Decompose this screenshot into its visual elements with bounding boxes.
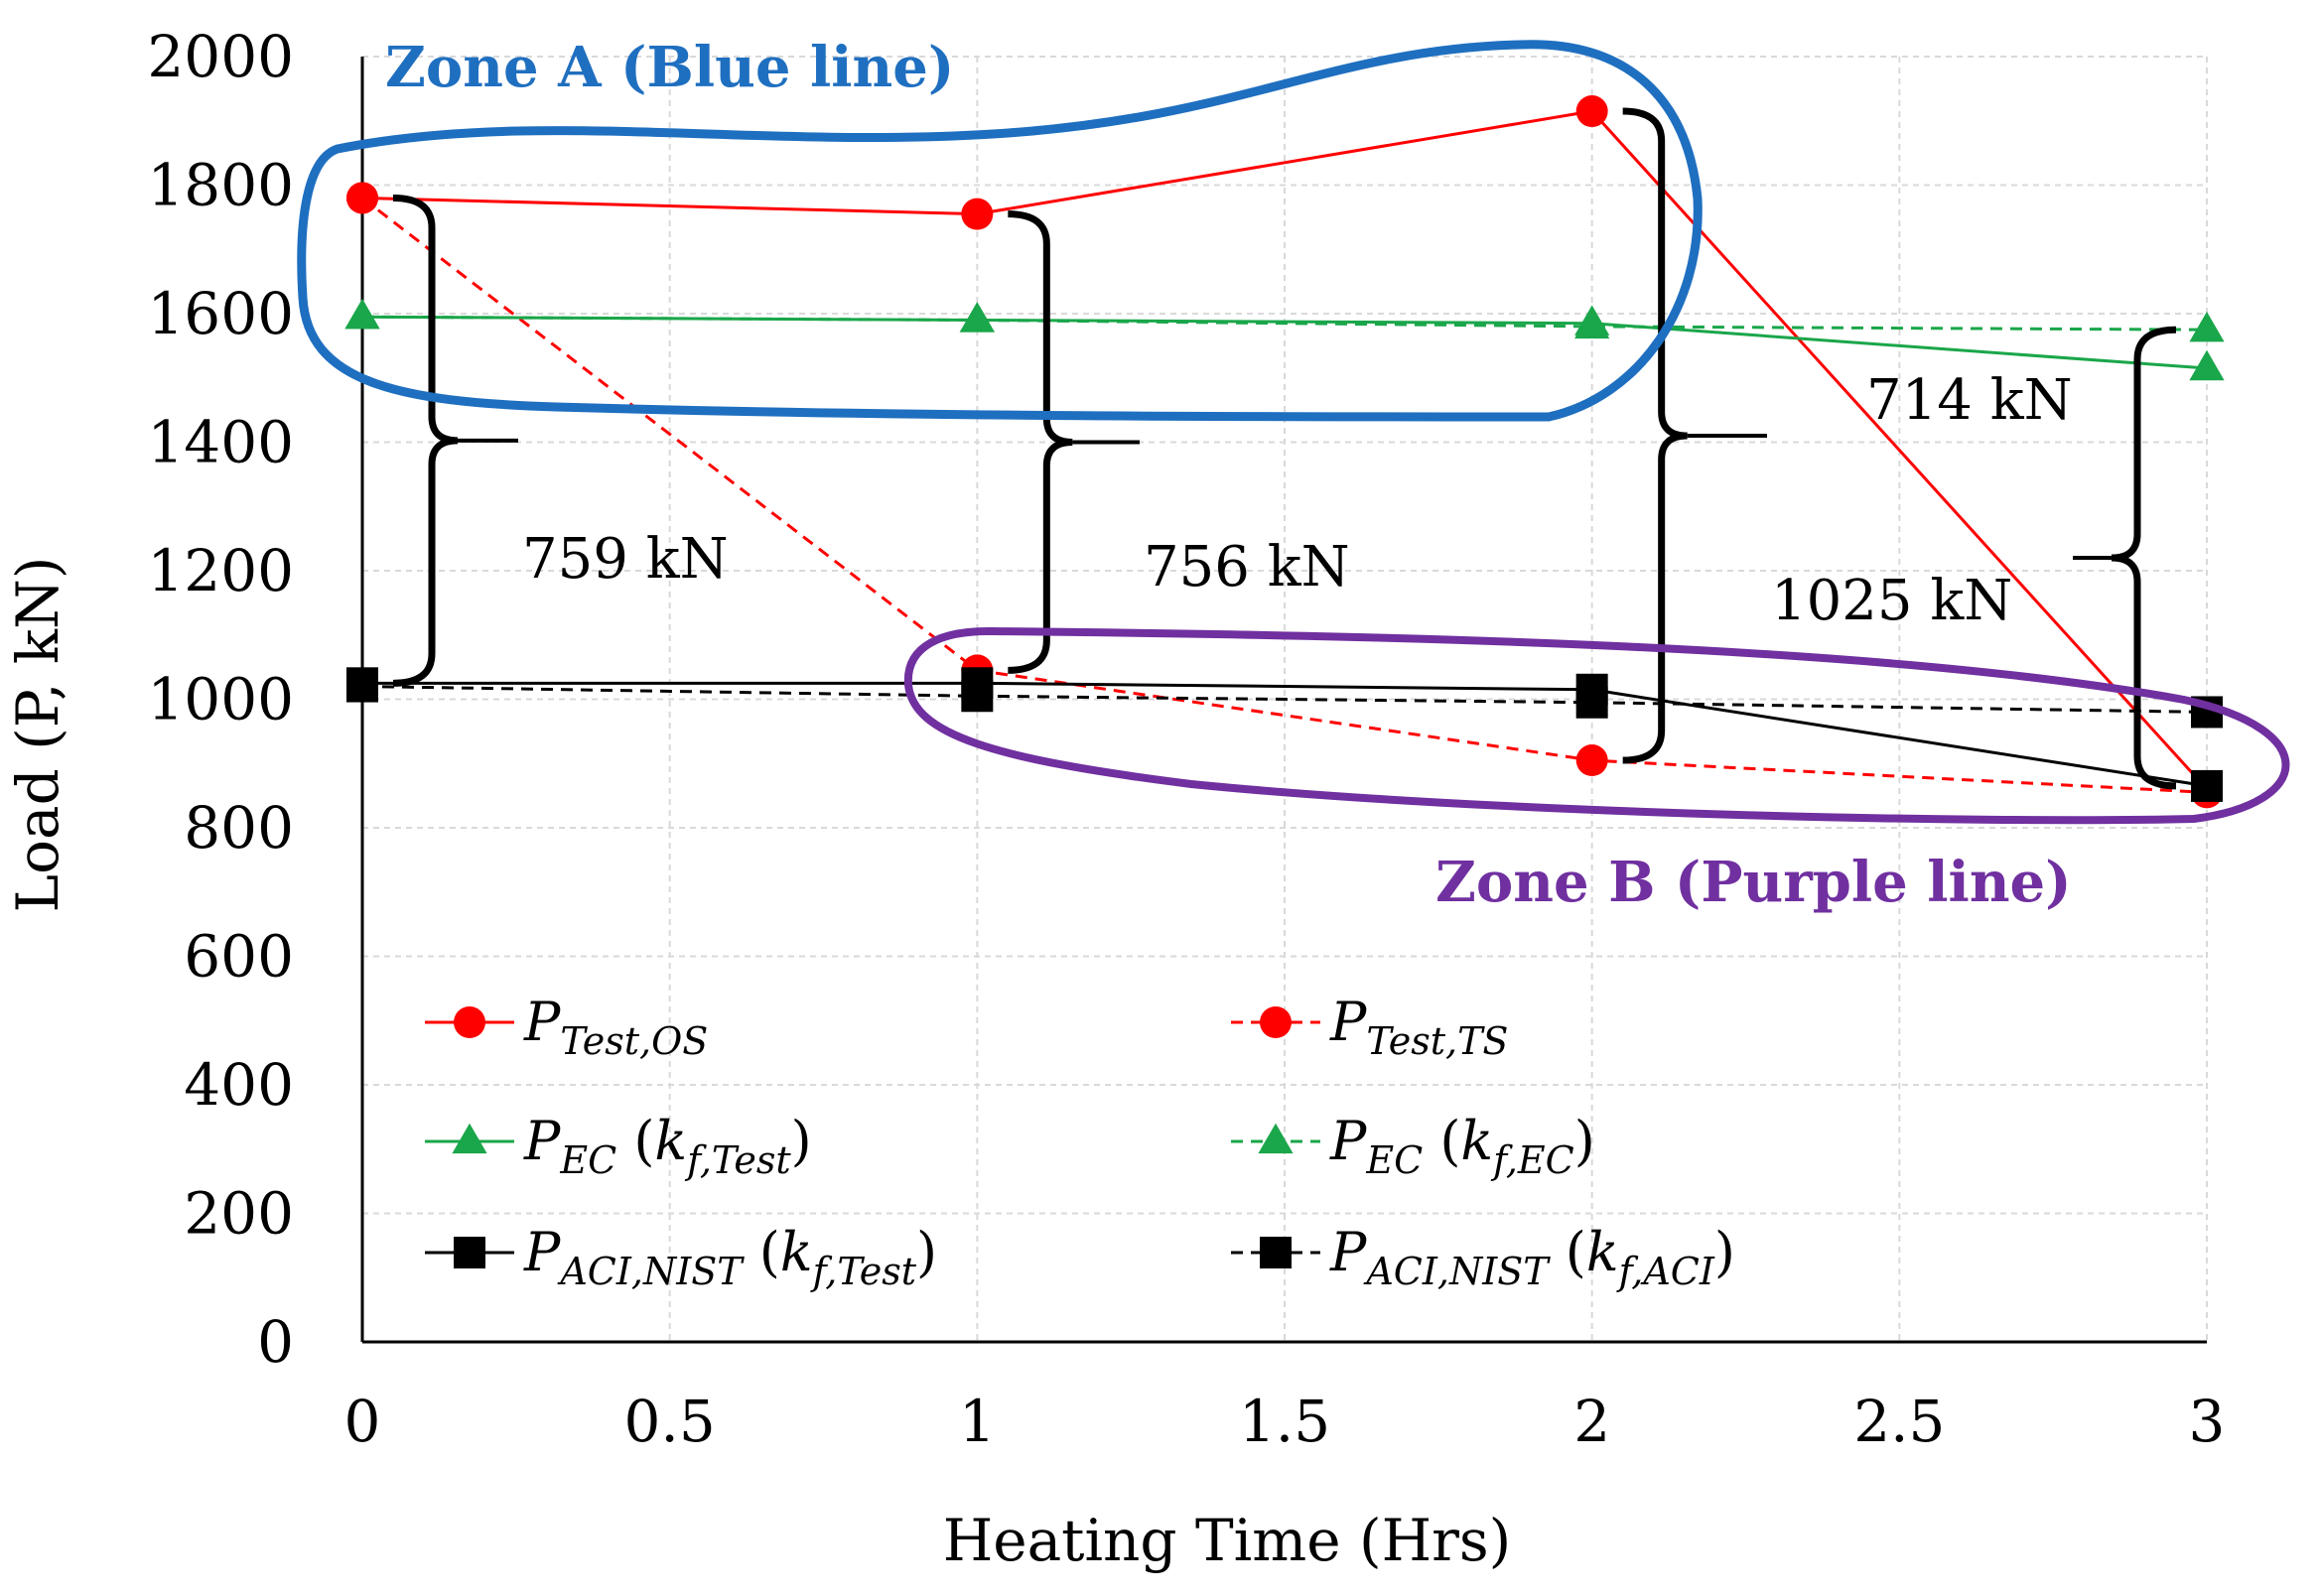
data-point-triangle (2189, 311, 2225, 342)
series-ec_ec (344, 298, 2225, 342)
data-point-triangle (1574, 308, 1610, 339)
y-tick-label: 800 (184, 794, 294, 862)
data-point-circle (346, 182, 378, 214)
x-tick-label: 1 (959, 1388, 996, 1455)
zone-b-outline (903, 626, 2290, 825)
gap-annotation: 1025 kN (1622, 107, 2012, 764)
data-point-square (2191, 769, 2223, 802)
series-line-ec_ec (361, 315, 2208, 332)
gap-brace (1622, 107, 1688, 764)
series-line-test_os (361, 109, 2209, 791)
y-tick-label: 0 (257, 1308, 294, 1376)
data-point-triangle (1258, 1123, 1294, 1154)
legend-label: PACI,NIST (kf,ACI) (1329, 1221, 1735, 1293)
legend-entry-aci_test: PACI,NIST (kf,Test) (425, 1221, 937, 1293)
legend-entry-test_ts: PTest,TS (1231, 991, 1508, 1063)
data-point-triangle (344, 298, 380, 330)
series-line-aci_aci (361, 685, 2208, 714)
x-tick-label: 1.5 (1239, 1388, 1330, 1455)
legend-entry-test_os: PTest,OS (425, 991, 708, 1063)
x-tick-label: 2 (1573, 1388, 1610, 1455)
legend-label: PEC (kf,Test) (523, 1110, 812, 1182)
data-point-circle (454, 1006, 485, 1038)
y-tick-label: 1000 (147, 666, 294, 733)
y-tick-label: 200 (184, 1180, 294, 1248)
legend-entry-aci_aci: PACI,NIST (kf,ACI) (1231, 1221, 1735, 1293)
zone-a-label: Zone A (Blue line) (385, 35, 954, 100)
x-tick-label: 0.5 (624, 1388, 716, 1455)
y-tick-label: 2000 (147, 23, 294, 90)
zone-b-label: Zone B (Purple line) (1435, 850, 2072, 915)
y-tick-label: 1400 (147, 409, 294, 476)
zone-annotations: Zone A (Blue line) Zone B (Purple line) (297, 35, 2290, 915)
gap-brace (392, 194, 459, 687)
data-point-triangle (959, 302, 995, 332)
legend: PTest,OS PTest,TS PEC (kf,Test) PEC (kf,EC)… (425, 991, 1735, 1293)
y-tick-label: 400 (184, 1051, 294, 1119)
x-tick-labels: 0 0.5 1 1.5 2 2.5 3 (344, 1388, 2226, 1455)
data-point-square (1260, 1237, 1292, 1268)
data-point-circle (1575, 95, 1608, 128)
zone-a-outline (297, 40, 1703, 422)
y-tick-labels: 0 200 400 600 800 1000 1200 1400 1600 1800 2000 (147, 23, 294, 1376)
gap-label: 1025 kN (1771, 569, 2012, 633)
y-axis-title: Load (P, kN) (4, 557, 71, 913)
legend-entry-ec_ec: PEC (kf,EC) (1231, 1110, 1595, 1182)
legend-label: PACI,NIST (kf,Test) (523, 1221, 937, 1293)
series-line-test_ts (361, 197, 2208, 794)
gap-brace (1008, 210, 1073, 674)
legend-label: PTest,OS (523, 991, 708, 1063)
data-point-circle (1260, 1006, 1292, 1038)
data-point-square (454, 1237, 485, 1268)
gap-annotation: 759 kN (392, 194, 729, 687)
y-tick-label: 1600 (147, 280, 294, 347)
data-point-square (1575, 686, 1608, 719)
x-axis-title: Heating Time (Hrs) (943, 1507, 1512, 1574)
data-point-triangle (452, 1123, 487, 1154)
gap-annotations: 759 kN 756 kN 1025 kN 714 kN (392, 107, 2177, 790)
gap-annotation: 756 kN (1008, 210, 1350, 674)
y-tick-label: 1200 (147, 537, 294, 604)
data-point-square (346, 670, 378, 703)
legend-label: PTest,TS (1329, 991, 1508, 1063)
gap-annotation: 714 kN (1866, 326, 2177, 790)
gap-label: 756 kN (1144, 535, 1350, 599)
x-tick-label: 0 (344, 1388, 381, 1455)
gap-label: 759 kN (522, 527, 729, 592)
y-tick-label: 600 (184, 923, 294, 991)
gap-label: 714 kN (1866, 368, 2073, 433)
y-tick-label: 1800 (147, 152, 294, 219)
data-point-circle (1575, 744, 1608, 777)
data-point-circle (961, 198, 994, 230)
series-group (344, 95, 2225, 809)
x-tick-label: 3 (2189, 1388, 2226, 1455)
legend-label: PEC (kf,EC) (1329, 1110, 1595, 1182)
series-line-aci_test (362, 681, 2208, 788)
series-aci_aci (346, 670, 2223, 729)
legend-entry-ec_test: PEC (kf,Test) (425, 1110, 812, 1182)
data-point-triangle (2189, 349, 2225, 381)
x-tick-label: 2.5 (1853, 1388, 1945, 1455)
data-point-square (961, 680, 994, 713)
